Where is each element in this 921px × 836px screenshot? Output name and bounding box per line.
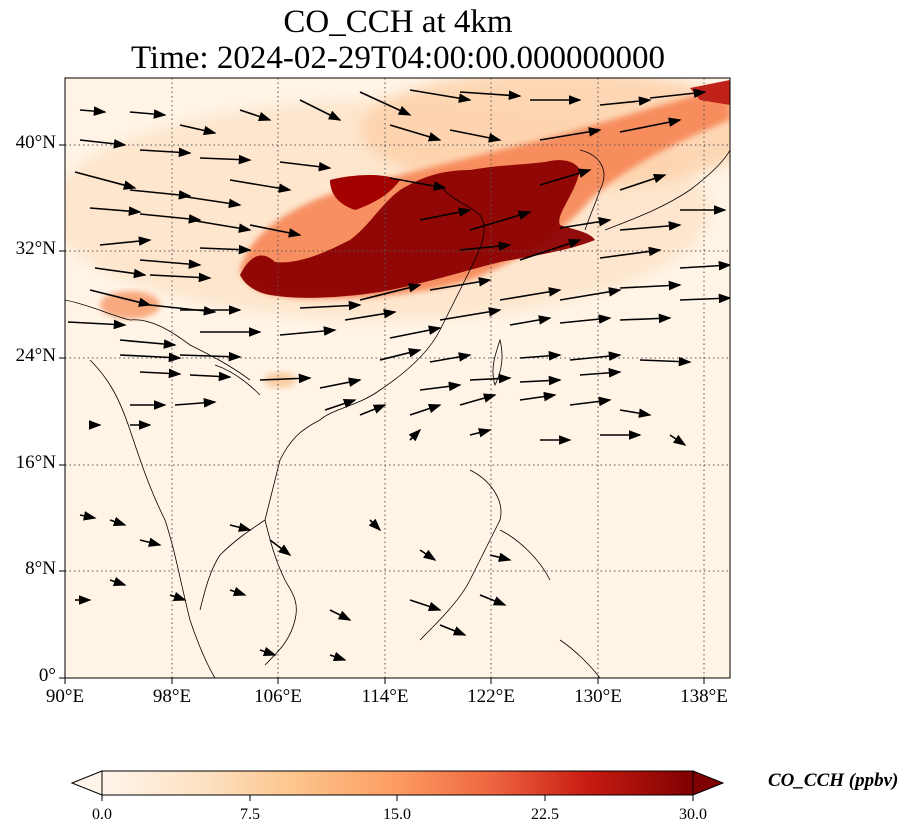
x-tick-label: 138°E	[680, 686, 728, 707]
colorbar-max-extend	[692, 770, 725, 796]
coastlines	[65, 149, 730, 678]
co-concentration-field	[65, 78, 730, 388]
x-tick-label: 90°E	[45, 686, 85, 707]
colorbar	[70, 770, 725, 801]
x-tick-label: 114°E	[361, 686, 409, 707]
y-tick-label: 32°N	[15, 238, 56, 259]
y-tick-label: 0°	[38, 665, 56, 686]
x-tick-label: 98°E	[152, 686, 192, 707]
y-tick-label: 16°N	[15, 452, 56, 473]
y-tick-label: 40°N	[15, 132, 56, 153]
colorbar-tick-label: 15.0	[383, 806, 411, 823]
axis-ticks	[59, 144, 705, 684]
colorbar-min-extend	[70, 770, 103, 796]
map-title-line-2: Time: 2024-02-29T04:00:00.000000000	[130, 40, 666, 76]
colorbar-tick-label: 7.5	[240, 806, 260, 823]
colorbar-tick-label: 30.0	[679, 806, 707, 823]
wind-vectors	[67, 88, 730, 662]
colorbar-title: CO_CCH (ppbv)	[768, 770, 899, 791]
x-tick-label: 106°E	[254, 686, 302, 707]
y-tick-label: 8°N	[25, 558, 56, 579]
x-tick-label: 122°E	[467, 686, 515, 707]
colorbar-tick-label: 22.5	[531, 806, 559, 823]
colorbar-gradient	[101, 770, 694, 796]
x-tick-label: 130°E	[574, 686, 622, 707]
colorbar-tick-label: 0.0	[92, 806, 112, 823]
map-frame-border	[64, 77, 731, 679]
map-title-line-1: CO_CCH at 4km	[283, 4, 513, 40]
y-tick-label: 24°N	[15, 345, 56, 366]
